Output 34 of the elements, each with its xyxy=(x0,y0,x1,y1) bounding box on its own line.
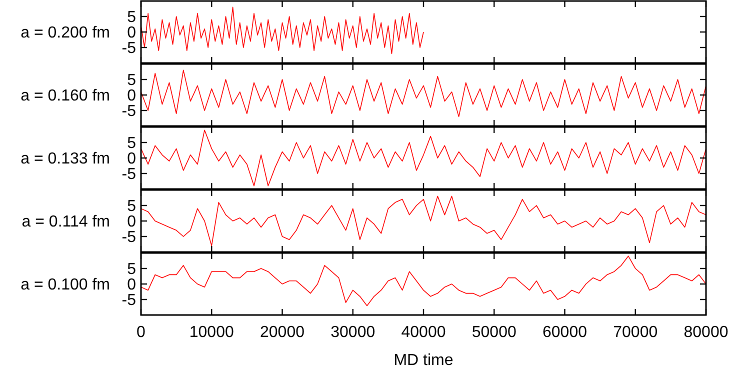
y-tick-label: 5 xyxy=(127,261,136,278)
y-tick-label: 5 xyxy=(127,198,136,216)
y-tick-label: 5 xyxy=(127,72,136,90)
line-series xyxy=(141,256,706,306)
y-tick-label: 5 xyxy=(127,9,136,26)
line-series xyxy=(141,196,706,246)
y-tick-label: -5 xyxy=(122,40,136,58)
line-series xyxy=(141,6,424,54)
x-axis-title: MD time xyxy=(394,352,454,369)
x-tick-label: 80000 xyxy=(684,324,728,341)
y-tick-label: -5 xyxy=(122,166,136,184)
y-axis-title: a = 0.160 fm xyxy=(20,88,110,105)
line-series xyxy=(141,130,706,186)
x-tick-label: 50000 xyxy=(472,324,516,341)
y-tick-label: -5 xyxy=(122,229,136,246)
y-axis-title: a = 0.100 fm xyxy=(20,276,110,294)
y-axis-title: a = 0.133 fm xyxy=(20,150,110,168)
x-tick-label: 60000 xyxy=(542,324,588,341)
x-tick-label: 10000 xyxy=(189,324,234,341)
x-tick-label: 20000 xyxy=(260,324,305,341)
y-tick-label: 0 xyxy=(127,276,136,294)
x-tick-label: 40000 xyxy=(401,324,446,341)
y-tick-label: 0 xyxy=(127,24,136,42)
y-tick-label: -5 xyxy=(122,103,136,120)
y-tick-label: 0 xyxy=(127,150,136,168)
x-tick-label: 70000 xyxy=(613,324,658,341)
y-axis-title: a = 0.200 fm xyxy=(20,24,110,42)
y-axis-title: a = 0.114 fm xyxy=(22,214,110,231)
y-tick-label: 0 xyxy=(127,214,136,231)
line-series xyxy=(141,70,706,118)
x-tick-label: 30000 xyxy=(330,324,376,341)
y-tick-label: -5 xyxy=(122,292,136,310)
y-tick-label: 0 xyxy=(127,88,136,105)
y-tick-label: 5 xyxy=(127,135,136,152)
